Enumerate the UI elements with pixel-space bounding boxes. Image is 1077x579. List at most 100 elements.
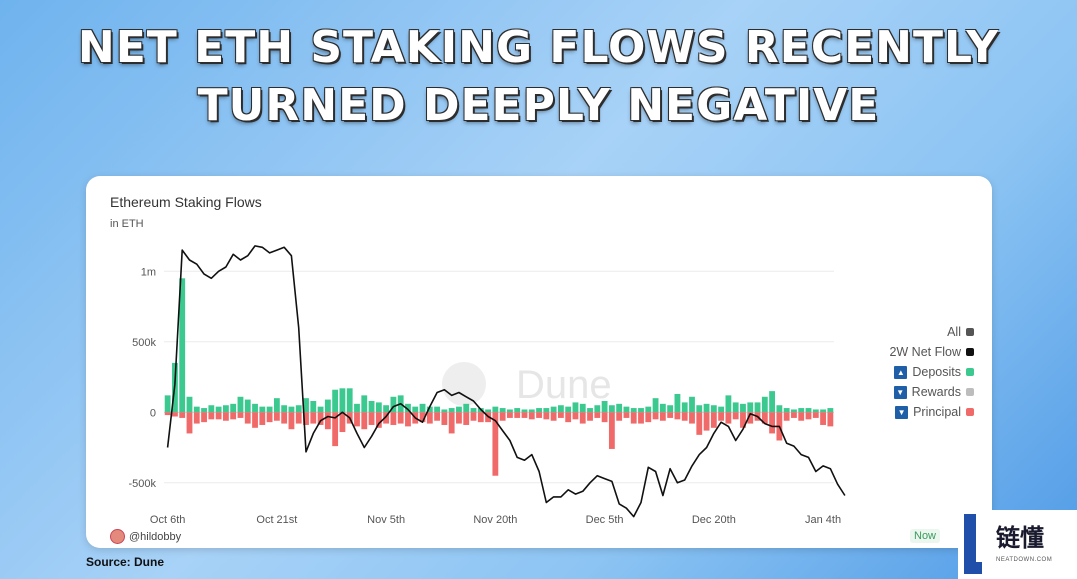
principal-bar (499, 412, 506, 421)
principal-bar (375, 412, 382, 428)
deposit-bar (740, 403, 746, 413)
site-logo: 链懂 NEATDOWN.COM (958, 510, 1077, 579)
principal-bar (623, 412, 630, 418)
principal-bar (252, 412, 258, 428)
principal-bar (303, 412, 309, 425)
principal-bar (324, 412, 331, 430)
deposit-bar (616, 403, 623, 413)
principal-bar (426, 412, 433, 424)
deposit-bar (827, 408, 834, 413)
deposit-bar (747, 402, 754, 413)
now-badge[interactable]: Now (910, 529, 941, 543)
legend-label-rewards: Rewards (911, 385, 961, 399)
triangle-up-icon[interactable]: ▲ (894, 365, 908, 379)
principal-bar (630, 412, 637, 424)
deposit-bar (769, 391, 776, 413)
principal-bar (281, 412, 288, 424)
legend-swatch-deposits (966, 368, 974, 376)
principal-bar (507, 412, 513, 418)
deposit-bar (732, 402, 739, 413)
x-tick-label: Jan 4th (805, 514, 841, 526)
principal-bar (492, 412, 499, 476)
deposit-bar (383, 405, 390, 413)
principal-bar (295, 412, 302, 424)
principal-bar (354, 412, 360, 427)
deposit-bar (346, 388, 353, 413)
deposit-bar (295, 405, 302, 413)
deposit-bar (448, 408, 455, 413)
principal-bar (572, 412, 579, 420)
deposit-bar (572, 402, 579, 413)
deposit-bar (798, 408, 805, 413)
legend-all[interactable]: All (889, 322, 974, 342)
principal-bar (798, 412, 805, 421)
principal-bar (208, 412, 215, 420)
principal-bar (769, 412, 776, 434)
author-credit[interactable]: @hildobby (110, 529, 181, 544)
deposit-bar (594, 405, 601, 413)
dune-watermark: Dune (516, 363, 612, 407)
deposit-bar (623, 406, 630, 413)
grid-lines (164, 270, 834, 484)
author-handle: @hildobby (129, 530, 182, 543)
legend-principal[interactable]: ▼ Principal (889, 402, 974, 422)
deposit-bar (681, 402, 688, 413)
legend-label-net-flow: 2W Net Flow (889, 345, 961, 359)
principal-bar (164, 412, 171, 416)
deposit-bar (368, 401, 375, 413)
deposit-bar (237, 396, 244, 413)
x-tick-label: Nov 20th (473, 514, 517, 526)
deposit-bar (208, 405, 215, 413)
principal-bar (310, 412, 317, 424)
principal-bar (667, 412, 674, 418)
principal-bar (536, 412, 542, 418)
dune-watermark-circle (442, 362, 486, 406)
principal-bar (791, 412, 797, 418)
deposit-bar (266, 406, 273, 413)
principal-bar (805, 412, 812, 420)
legend-swatch-net-flow (966, 348, 974, 356)
deposit-bar (805, 408, 812, 413)
principal-bar (689, 412, 695, 424)
principal-bar (710, 412, 717, 428)
principal-bar (222, 412, 229, 421)
triangle-down-icon[interactable]: ▼ (893, 385, 907, 399)
deposit-bar (273, 398, 280, 413)
principal-bar (674, 412, 681, 420)
deposit-bar (281, 405, 288, 413)
deposit-bar (186, 396, 193, 413)
principal-bar (587, 412, 593, 421)
legend-net-flow[interactable]: 2W Net Flow (889, 342, 974, 362)
principal-bar (259, 412, 266, 425)
principal-bar (659, 412, 666, 421)
deposit-bar (587, 408, 593, 413)
deposit-bar (696, 405, 703, 413)
y-tick-label: 0 (150, 407, 156, 419)
deposit-bar (579, 403, 586, 413)
deposit-bar (776, 405, 783, 413)
principal-bar (608, 412, 615, 449)
deposit-bar (659, 403, 666, 413)
deposit-bar (630, 408, 637, 413)
deposit-bar (783, 408, 790, 413)
deposit-bar (761, 396, 768, 413)
principal-bar (740, 412, 746, 428)
deposit-bar (164, 395, 171, 413)
legend-rewards[interactable]: ▼ Rewards (889, 382, 974, 402)
principal-bar (616, 412, 623, 421)
deposit-bar (652, 398, 659, 413)
deposit-bar (674, 393, 681, 413)
deposit-bar (718, 406, 725, 413)
deposit-bar (820, 409, 826, 413)
x-axis-ticks: Oct 6th Oct 21st Nov 5th Nov 20th Dec 5th Dec… (150, 514, 841, 526)
deposit-bar (565, 406, 572, 413)
x-tick-label: Nov 5th (367, 514, 405, 526)
legend-label-deposits: Deposits (912, 365, 961, 379)
chart-card: Dune 1m 500k 0 -500k Oct 6th Oct 21st Nov 5th… (86, 176, 992, 548)
principal-bar (681, 412, 688, 421)
deposit-bar (215, 406, 222, 413)
legend-deposits[interactable]: ▲ Deposits (889, 362, 974, 382)
principal-bar (579, 412, 586, 424)
triangle-down-icon[interactable]: ▼ (895, 405, 909, 419)
deposit-bar (426, 406, 433, 413)
